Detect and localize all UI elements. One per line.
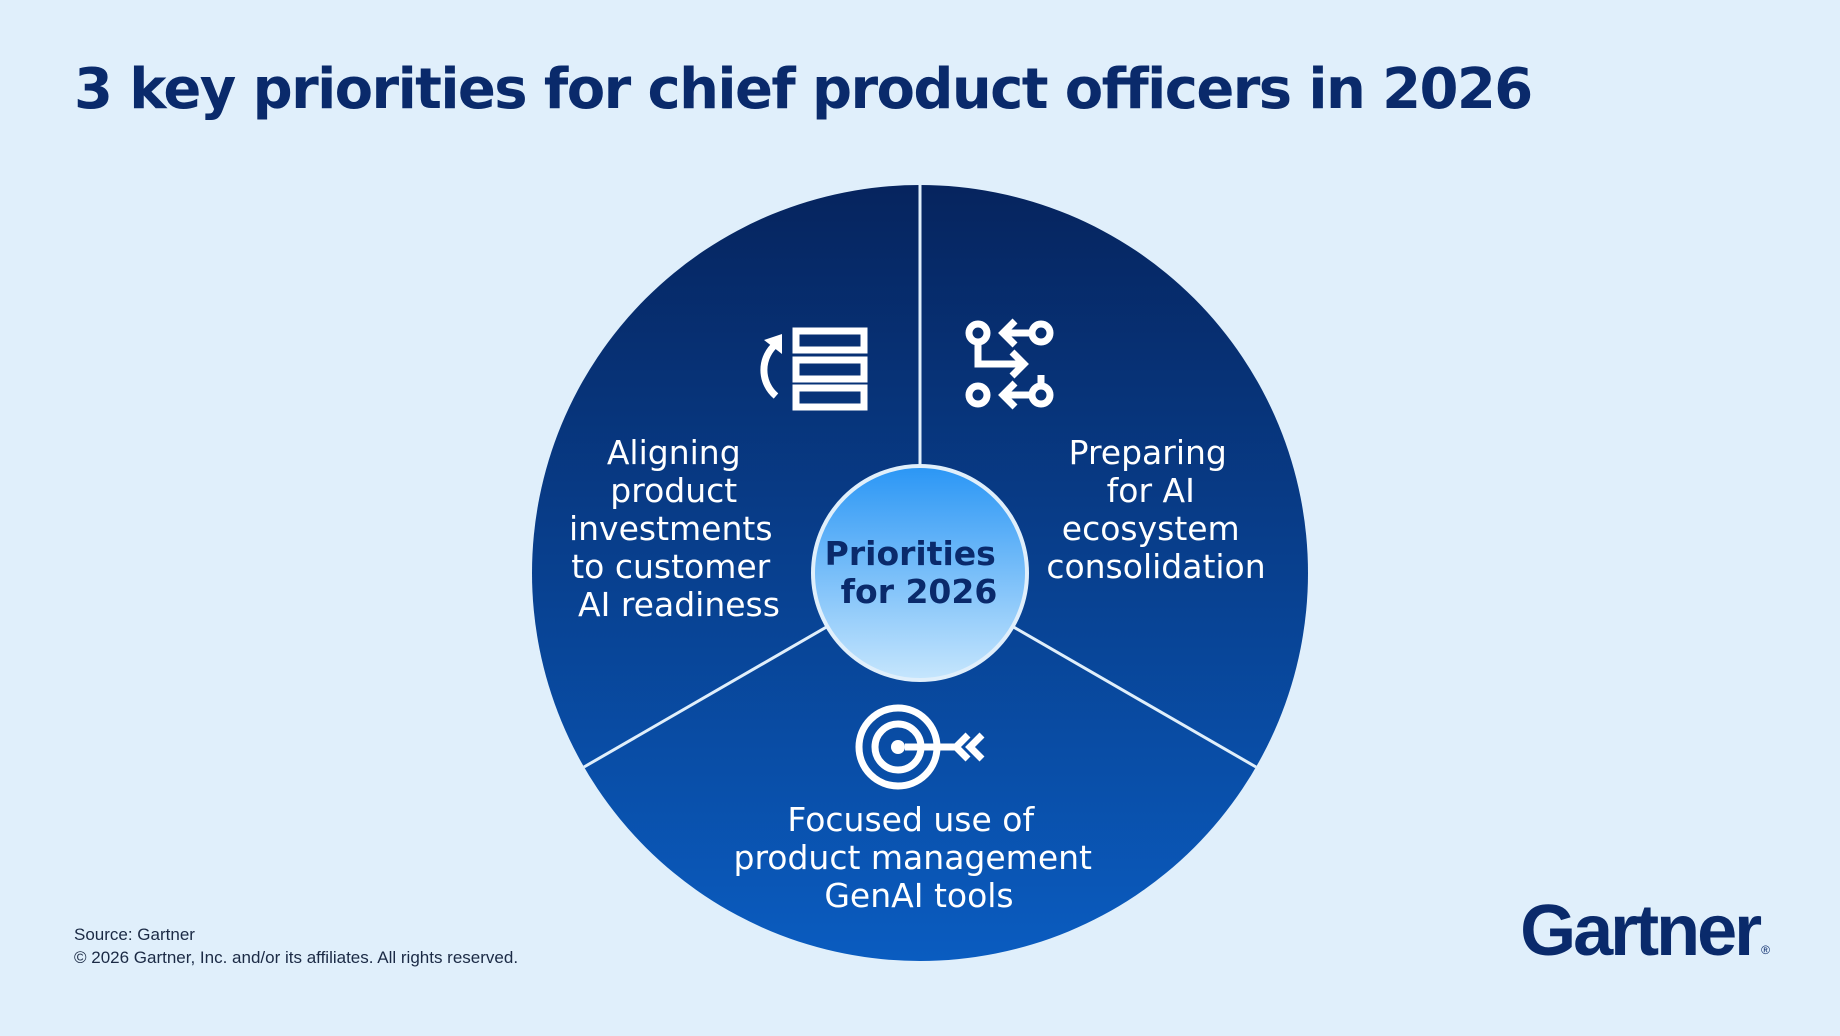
segment-label-line: consolidation: [1046, 547, 1265, 586]
segment-label-line: Aligning: [607, 433, 741, 472]
hub-label-line: for 2026: [841, 572, 998, 611]
segment-label-line: AI readiness: [578, 585, 780, 624]
flow-arrows-icon: [965, 318, 1054, 410]
segment-label-line: to customer: [571, 547, 770, 586]
copyright-text: © 2026 Gartner, Inc. and/or its affiliat…: [74, 948, 519, 967]
footer: Source: Gartner © 2026 Gartner, Inc. and…: [74, 923, 518, 969]
registered-mark: ®: [1761, 943, 1770, 957]
segment-label-genai: Focused use of product management GenAI …: [734, 800, 1103, 915]
segment-label-line: product management: [734, 838, 1093, 877]
hub-label: Priorities for 2026: [825, 534, 1008, 611]
page-title: 3 key priorities for chief product offic…: [74, 57, 1533, 122]
segment-label-line: ecosystem: [1062, 509, 1240, 548]
segment-label-line: product: [610, 471, 737, 510]
logo-wordmark: Gartner: [1520, 891, 1762, 971]
hub-circle: [811, 464, 1029, 682]
segment-label-line: GenAI tools: [824, 876, 1013, 915]
hub-label-line: Priorities: [825, 534, 996, 573]
segment-label-line: Preparing: [1069, 433, 1227, 472]
segment-label-line: for AI: [1107, 471, 1195, 510]
gartner-logo: Gartner ®: [1520, 895, 1770, 967]
segment-label-line: investments: [569, 509, 773, 548]
segment-label-investments: Aligning product investments to customer…: [569, 433, 783, 624]
segment-label-line: Focused use of: [787, 800, 1035, 839]
segment-label-ecosystem: Preparing for AI ecosystem consolidation: [1046, 433, 1265, 586]
list-refresh-icon: [760, 327, 868, 411]
source-text: Source: Gartner: [74, 925, 195, 944]
target-arrow-icon: [855, 704, 985, 790]
